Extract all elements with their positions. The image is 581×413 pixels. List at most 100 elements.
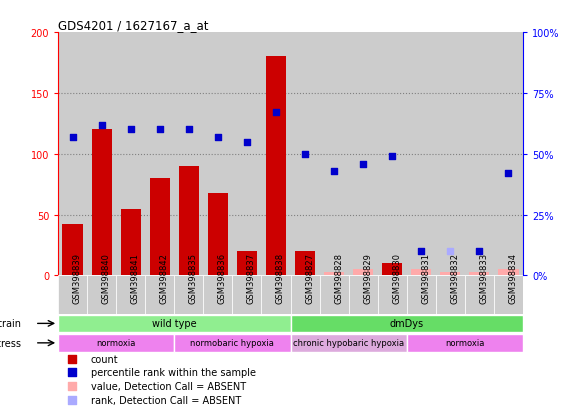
FancyBboxPatch shape bbox=[145, 276, 174, 314]
Point bbox=[358, 161, 368, 167]
FancyBboxPatch shape bbox=[436, 276, 465, 314]
Bar bbox=[494, 33, 523, 276]
Text: GSM398835: GSM398835 bbox=[189, 252, 198, 303]
FancyBboxPatch shape bbox=[407, 334, 523, 352]
FancyBboxPatch shape bbox=[203, 276, 232, 314]
Text: GSM398830: GSM398830 bbox=[392, 252, 401, 303]
Bar bbox=[121, 209, 141, 276]
Bar bbox=[63, 225, 83, 276]
FancyBboxPatch shape bbox=[58, 315, 290, 332]
Bar bbox=[58, 33, 87, 276]
Point bbox=[413, 328, 422, 335]
FancyBboxPatch shape bbox=[87, 276, 116, 314]
FancyBboxPatch shape bbox=[290, 334, 407, 352]
Point bbox=[475, 248, 484, 255]
Text: wild type: wild type bbox=[152, 318, 196, 328]
Point bbox=[68, 134, 77, 141]
Text: normobaric hypoxia: normobaric hypoxia bbox=[191, 338, 274, 347]
Point bbox=[213, 134, 223, 141]
Text: GSM398834: GSM398834 bbox=[508, 252, 517, 303]
Point bbox=[300, 151, 310, 158]
Text: GSM398827: GSM398827 bbox=[305, 252, 314, 303]
FancyBboxPatch shape bbox=[174, 276, 203, 314]
Bar bbox=[232, 33, 261, 276]
Point bbox=[413, 205, 422, 212]
Text: GSM398838: GSM398838 bbox=[276, 252, 285, 303]
Bar bbox=[178, 166, 199, 276]
Point bbox=[413, 82, 422, 89]
Bar bbox=[174, 33, 203, 276]
Text: GDS4201 / 1627167_a_at: GDS4201 / 1627167_a_at bbox=[58, 19, 209, 32]
Point bbox=[97, 122, 106, 128]
Point bbox=[271, 110, 281, 116]
Bar bbox=[436, 33, 465, 276]
Text: GSM398828: GSM398828 bbox=[334, 252, 343, 303]
Text: GSM398829: GSM398829 bbox=[363, 252, 372, 303]
Bar bbox=[203, 33, 232, 276]
Point bbox=[417, 248, 426, 255]
Point bbox=[126, 127, 135, 133]
FancyBboxPatch shape bbox=[290, 276, 320, 314]
Bar bbox=[498, 270, 518, 276]
Bar bbox=[145, 33, 174, 276]
Text: GSM398840: GSM398840 bbox=[102, 252, 110, 303]
Text: stress: stress bbox=[0, 338, 21, 348]
Point bbox=[184, 127, 193, 133]
Bar bbox=[465, 33, 494, 276]
FancyBboxPatch shape bbox=[174, 334, 290, 352]
Bar bbox=[150, 179, 170, 276]
Text: GSM398833: GSM398833 bbox=[479, 252, 488, 303]
Text: rank, Detection Call = ABSENT: rank, Detection Call = ABSENT bbox=[91, 394, 241, 404]
Text: count: count bbox=[91, 354, 119, 364]
Point bbox=[155, 127, 164, 133]
Text: percentile rank within the sample: percentile rank within the sample bbox=[91, 368, 256, 377]
FancyBboxPatch shape bbox=[465, 276, 494, 314]
Text: GSM398841: GSM398841 bbox=[131, 252, 139, 303]
Text: GSM398832: GSM398832 bbox=[450, 252, 459, 303]
FancyBboxPatch shape bbox=[116, 276, 145, 314]
FancyBboxPatch shape bbox=[232, 276, 261, 314]
Text: GSM398839: GSM398839 bbox=[73, 252, 81, 303]
Point bbox=[388, 154, 397, 160]
FancyBboxPatch shape bbox=[494, 276, 523, 314]
Point bbox=[242, 139, 252, 145]
Point bbox=[446, 248, 455, 255]
FancyBboxPatch shape bbox=[320, 276, 349, 314]
Bar bbox=[266, 57, 286, 276]
FancyBboxPatch shape bbox=[378, 276, 407, 314]
Bar bbox=[87, 33, 116, 276]
Text: value, Detection Call = ABSENT: value, Detection Call = ABSENT bbox=[91, 381, 246, 391]
Bar bbox=[407, 33, 436, 276]
FancyBboxPatch shape bbox=[261, 276, 290, 314]
Bar bbox=[353, 270, 373, 276]
Bar bbox=[324, 272, 344, 276]
FancyBboxPatch shape bbox=[290, 315, 523, 332]
Bar bbox=[469, 272, 489, 276]
Bar bbox=[261, 33, 290, 276]
Text: chronic hypobaric hypoxia: chronic hypobaric hypoxia bbox=[293, 338, 404, 347]
FancyBboxPatch shape bbox=[407, 276, 436, 314]
Bar bbox=[382, 263, 402, 276]
Bar bbox=[116, 33, 145, 276]
Text: GSM398836: GSM398836 bbox=[218, 252, 227, 303]
Bar bbox=[349, 33, 378, 276]
Point bbox=[504, 171, 513, 177]
Bar bbox=[208, 193, 228, 276]
FancyBboxPatch shape bbox=[58, 276, 87, 314]
Text: GSM398831: GSM398831 bbox=[421, 252, 430, 303]
Text: GSM398837: GSM398837 bbox=[247, 252, 256, 303]
Bar bbox=[295, 252, 315, 276]
Text: strain: strain bbox=[0, 318, 21, 329]
Bar bbox=[92, 130, 112, 276]
Text: normoxia: normoxia bbox=[96, 338, 136, 347]
Bar bbox=[320, 33, 349, 276]
Point bbox=[329, 168, 339, 175]
Bar bbox=[440, 272, 460, 276]
Bar bbox=[290, 33, 320, 276]
Text: GSM398842: GSM398842 bbox=[160, 252, 168, 303]
FancyBboxPatch shape bbox=[58, 334, 174, 352]
Bar bbox=[378, 33, 407, 276]
Text: normoxia: normoxia bbox=[445, 338, 485, 347]
FancyBboxPatch shape bbox=[349, 276, 378, 314]
Bar bbox=[411, 270, 431, 276]
